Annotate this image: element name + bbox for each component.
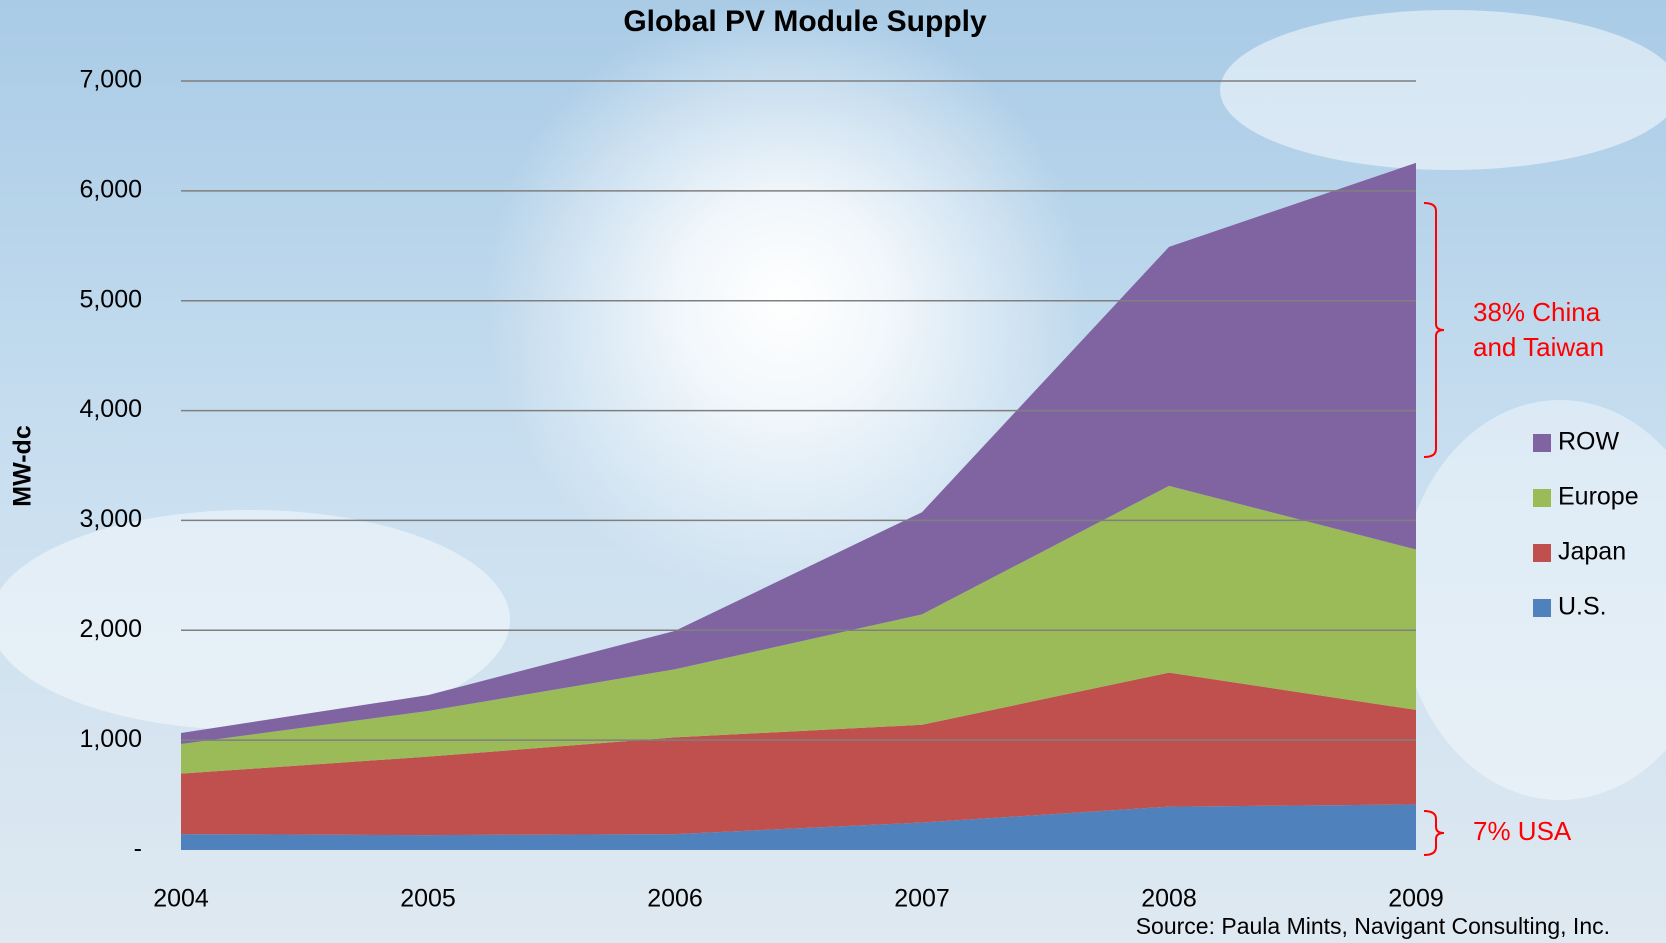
cloud [0, 510, 510, 730]
y-tick-label: 7,000 [79, 66, 142, 94]
y-tick-label: 6,000 [79, 175, 142, 203]
x-tick-label: 2004 [153, 885, 209, 913]
x-tick-label: 2007 [894, 885, 950, 913]
chart-title: Global PV Module Supply [623, 5, 987, 38]
area [181, 672, 1416, 836]
area [181, 162, 1416, 744]
legend-label: ROW [1558, 428, 1620, 456]
area [181, 485, 1416, 774]
grid [181, 80, 1416, 741]
y-tick-label: - [134, 835, 142, 863]
y-axis-label: MW-dc [9, 425, 37, 507]
legend-label: U.S. [1558, 593, 1607, 621]
cloud [1220, 10, 1666, 170]
legend-swatch [1533, 434, 1551, 452]
bracket [1423, 810, 1445, 856]
x-tick-label: 2008 [1141, 885, 1197, 913]
y-tick-label: 4,000 [79, 395, 142, 423]
area [181, 804, 1416, 850]
y-tick-label: 3,000 [79, 505, 142, 533]
x-tick-label: 2006 [647, 885, 703, 913]
legend-swatch [1533, 599, 1551, 617]
source-note: Source: Paula Mints, Navigant Consulting… [1136, 913, 1610, 939]
x-tick-label: 2009 [1388, 885, 1444, 913]
y-tick-label: 2,000 [79, 615, 142, 643]
bracket [1423, 202, 1445, 458]
y-tick-label: 1,000 [79, 725, 142, 753]
legend-label: Europe [1558, 483, 1639, 511]
annotation: and Taiwan [1473, 332, 1604, 362]
x-tick-label: 2005 [400, 885, 456, 913]
legend-swatch [1533, 544, 1551, 562]
annotation: 38% China [1473, 297, 1601, 327]
y-tick-label: 5,000 [79, 285, 142, 313]
annotation: 7% USA [1473, 816, 1572, 846]
legend-label: Japan [1558, 538, 1626, 566]
legend-swatch [1533, 489, 1551, 507]
